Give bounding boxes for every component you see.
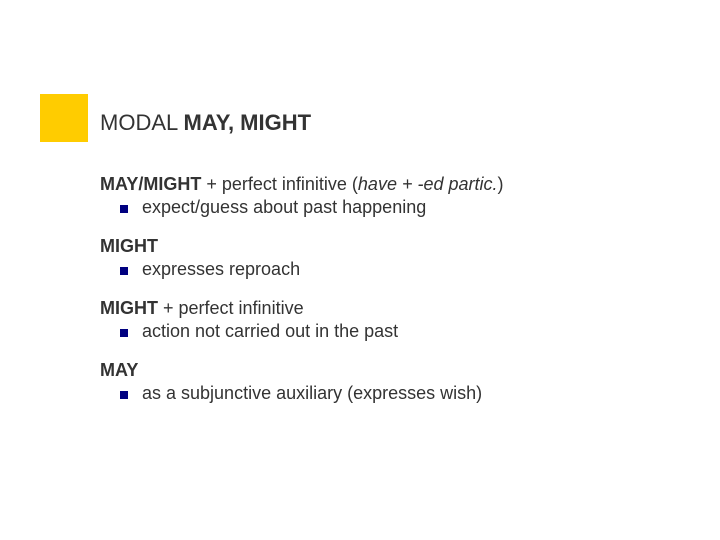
section-head-bold: MIGHT bbox=[100, 236, 158, 256]
title-bold: MAY, MIGHT bbox=[184, 110, 312, 135]
bullet-row: action not carried out in the past bbox=[120, 321, 680, 342]
section-1: MIGHT expresses reproach bbox=[100, 236, 680, 280]
section-2: MIGHT + perfect infinitive action not ca… bbox=[100, 298, 680, 342]
slide-title: MODAL MAY, MIGHT bbox=[100, 110, 680, 136]
section-3: MAY as a subjunctive auxiliary (expresse… bbox=[100, 360, 680, 404]
square-bullet-icon bbox=[120, 267, 128, 275]
bullet-text: as a subjunctive auxiliary (expresses wi… bbox=[142, 383, 482, 404]
section-head-tail: ) bbox=[498, 174, 504, 194]
section-head: MAY/MIGHT + perfect infinitive (have + -… bbox=[100, 174, 680, 195]
section-0: MAY/MIGHT + perfect infinitive (have + -… bbox=[100, 174, 680, 218]
bullet-row: expresses reproach bbox=[120, 259, 680, 280]
title-prefix: MODAL bbox=[100, 110, 184, 135]
section-head-bold: MAY bbox=[100, 360, 138, 380]
bullet-text: action not carried out in the past bbox=[142, 321, 398, 342]
section-head-italic: have + -ed partic. bbox=[358, 174, 498, 194]
accent-block bbox=[40, 94, 88, 142]
bullet-text: expect/guess about past happening bbox=[142, 197, 426, 218]
section-head: MIGHT bbox=[100, 236, 680, 257]
square-bullet-icon bbox=[120, 205, 128, 213]
bullet-row: expect/guess about past happening bbox=[120, 197, 680, 218]
section-head: MAY bbox=[100, 360, 680, 381]
section-head-plain: + perfect infinitive ( bbox=[201, 174, 358, 194]
section-head-plain: + perfect infinitive bbox=[158, 298, 304, 318]
slide-content: MODAL MAY, MIGHT MAY/MIGHT + perfect inf… bbox=[100, 110, 680, 422]
square-bullet-icon bbox=[120, 329, 128, 337]
bullet-row: as a subjunctive auxiliary (expresses wi… bbox=[120, 383, 680, 404]
section-head: MIGHT + perfect infinitive bbox=[100, 298, 680, 319]
bullet-text: expresses reproach bbox=[142, 259, 300, 280]
square-bullet-icon bbox=[120, 391, 128, 399]
section-head-bold: MIGHT bbox=[100, 298, 158, 318]
section-head-bold: MAY/MIGHT bbox=[100, 174, 201, 194]
